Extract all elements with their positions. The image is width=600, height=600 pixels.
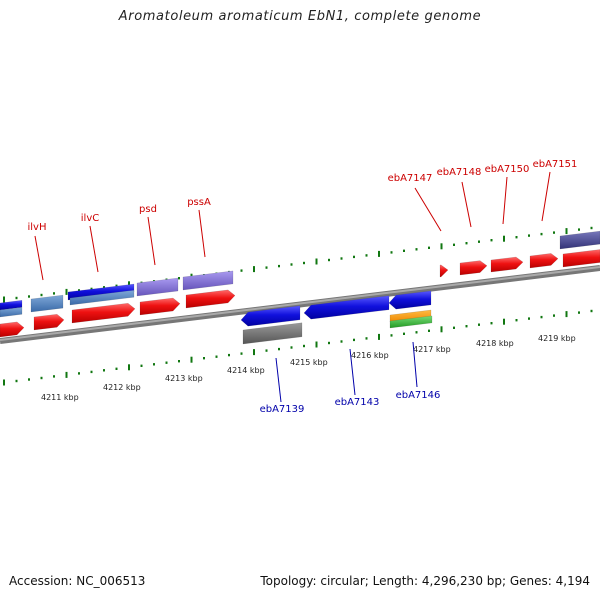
gene-bar xyxy=(69,289,135,306)
gene-label: ilvC xyxy=(81,213,99,224)
gene-bar xyxy=(0,307,23,318)
reverse-cds-arrow xyxy=(388,290,432,310)
axis-tick-label: 4218 kbp xyxy=(476,339,514,348)
label-leader-line xyxy=(275,357,282,403)
gene-bar xyxy=(182,270,234,291)
axis-tick-label: 4212 kbp xyxy=(103,383,141,392)
forward-cds-arrow xyxy=(185,289,236,309)
axis-tick-label: 4215 kbp xyxy=(290,358,328,367)
label-leader-line xyxy=(147,216,156,266)
forward-cds-arrow xyxy=(459,260,488,276)
gene-label: ebA7148 xyxy=(437,167,482,178)
forward-cds-arrow xyxy=(529,253,559,269)
reverse-cds-arrow xyxy=(303,295,390,320)
gene-bar xyxy=(559,230,600,250)
forward-cds-arrow xyxy=(139,297,181,316)
gene-label: ebA7150 xyxy=(485,164,530,175)
gene-label: ebA7146 xyxy=(396,390,441,401)
label-leader-line xyxy=(89,225,99,273)
label-leader-line xyxy=(461,181,472,228)
gene-label: ebA7151 xyxy=(533,159,578,170)
map-title: Aromatoleum aromaticum EbN1, complete ge… xyxy=(118,9,482,24)
axis-tick-label: 4219 kbp xyxy=(538,334,576,343)
forward-cds-arrow xyxy=(71,302,136,324)
label-leader-line xyxy=(198,209,206,258)
gene-label: ebA7143 xyxy=(335,397,380,408)
forward-cds-arrow xyxy=(0,321,25,338)
label-leader-line xyxy=(412,341,418,388)
axis-tick-labels: 4211 kbp 4212 kbp 4213 kbp 4214 kbp 4215 kbp… xyxy=(41,334,576,402)
label-leader-line xyxy=(34,235,44,281)
gene-features xyxy=(0,230,600,345)
genome-summary-text: Topology: circular; Length: 4,296,230 bp… xyxy=(260,574,590,588)
gene-label: ebA7139 xyxy=(260,404,305,415)
gene-label: psd xyxy=(139,204,157,215)
gene-label: pssA xyxy=(187,197,211,208)
genome-backbone xyxy=(0,265,600,344)
forward-cds-arrow xyxy=(490,256,524,273)
label-leader-line xyxy=(541,171,551,222)
gene-bar xyxy=(136,277,179,297)
axis-tick-label: 4216 kbp xyxy=(351,351,389,360)
gene-bar xyxy=(242,322,303,345)
forward-cds-arrow xyxy=(33,313,65,331)
reverse-cds-arrow xyxy=(240,305,301,327)
axis-tick-label: 4213 kbp xyxy=(165,374,203,383)
forward-cds-arrow xyxy=(562,249,600,268)
gene-label: ebA7147 xyxy=(388,173,433,184)
gene-bar xyxy=(30,294,64,313)
axis-tick-label: 4211 kbp xyxy=(41,393,79,402)
label-leader-line xyxy=(414,187,442,232)
axis-tick-label: 4214 kbp xyxy=(227,366,265,375)
gene-bar xyxy=(389,315,433,329)
label-leader-line xyxy=(349,348,356,396)
accession-text: Accession: NC_006513 xyxy=(9,574,146,588)
axis-tick-label: 4217 kbp xyxy=(413,345,451,354)
gene-label: ilvH xyxy=(28,222,47,233)
label-leader-line xyxy=(502,176,508,225)
forward-cds-arrow xyxy=(439,264,449,278)
